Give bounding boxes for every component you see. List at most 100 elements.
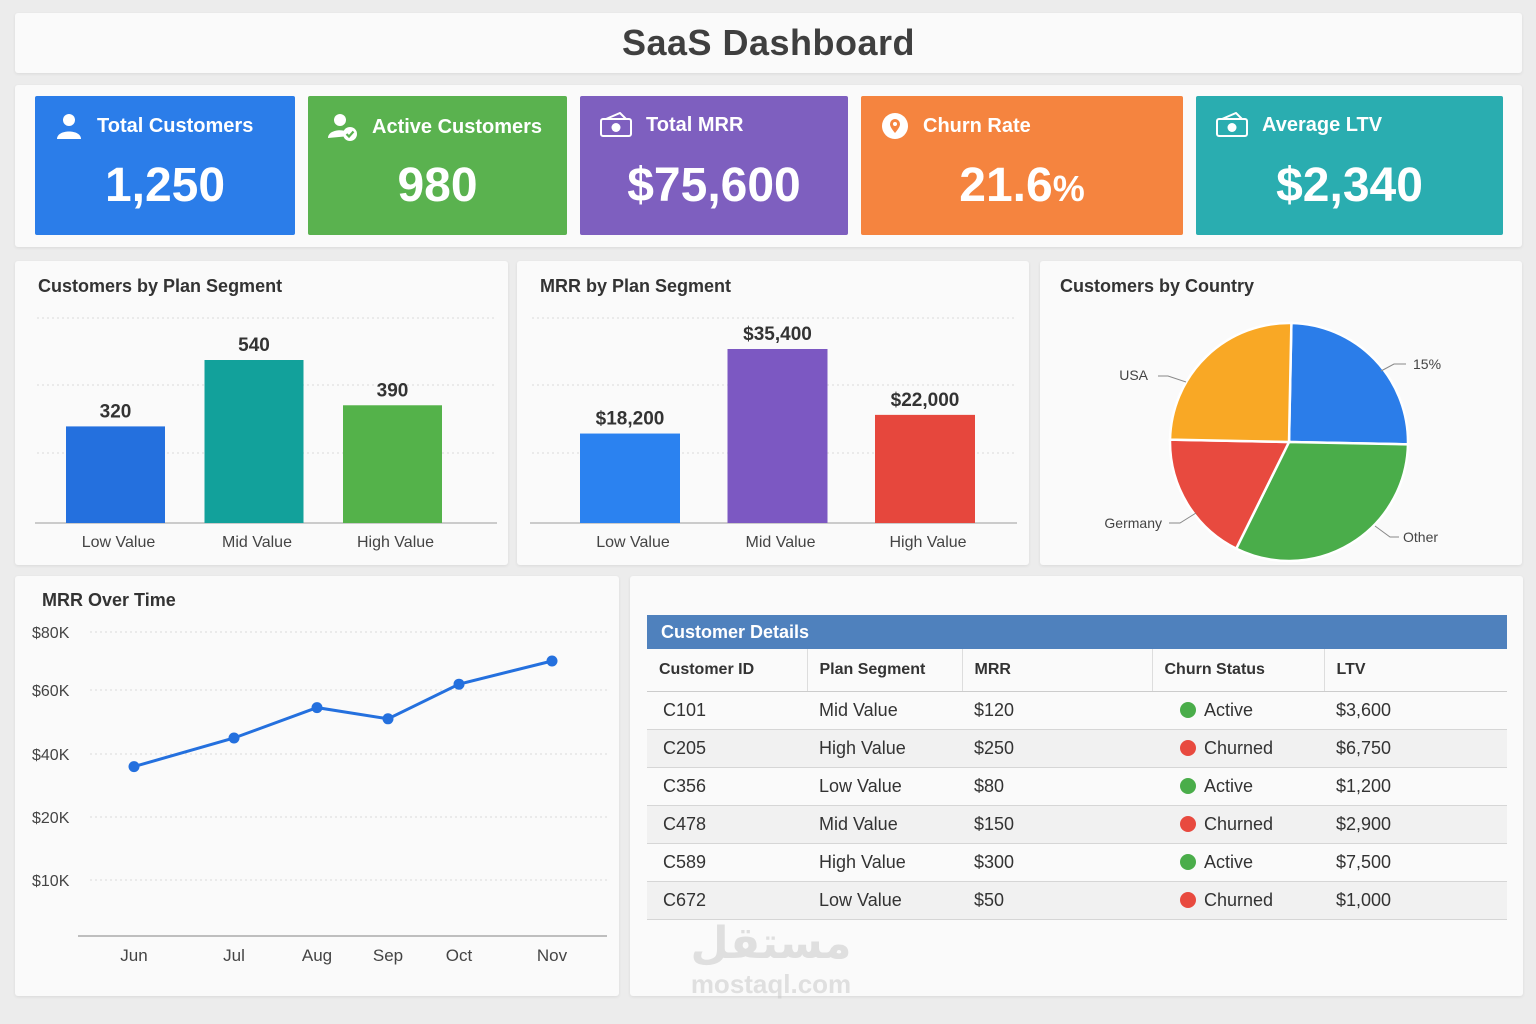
cell-ltv: $2,900 bbox=[1324, 805, 1507, 844]
chart-title: MRR by Plan Segment bbox=[540, 276, 732, 296]
data-label: 390 bbox=[377, 380, 409, 401]
x-tick-label: Low Value bbox=[596, 534, 670, 551]
mrr-by-plan-panel: MRR by Plan Segment $18,200 Low Value $35,… bbox=[517, 261, 1029, 565]
status-label: Active bbox=[1204, 851, 1254, 872]
cell-customer-id: C356 bbox=[647, 767, 807, 806]
kpi-churn-rate: Churn Rate 21.6% bbox=[861, 96, 1183, 235]
pie-label: 15% bbox=[1413, 356, 1441, 372]
kpi-value: $75,600 bbox=[627, 159, 801, 212]
cell-plan-segment: High Value bbox=[807, 843, 962, 882]
data-label: 540 bbox=[238, 335, 270, 356]
status-dot-icon bbox=[1180, 815, 1196, 832]
pie-slice bbox=[1234, 440, 1410, 563]
page-title: SaaS Dashboard bbox=[621, 22, 916, 63]
kpi-total-mrr: Total MRR $75,600 bbox=[580, 96, 848, 235]
bar bbox=[580, 433, 680, 523]
customer-table: Customer ID Plan Segment MRR Churn Statu… bbox=[647, 649, 1507, 920]
x-tick-label: Mid Value bbox=[746, 534, 816, 551]
cell-churn-status: Churned bbox=[1152, 805, 1324, 844]
x-tick-label: Jun bbox=[120, 946, 147, 965]
kpi-average-ltv: Average LTV $2,340 bbox=[1196, 96, 1503, 235]
mrr-over-time-panel: MRR Over Time $80K $60K $40K $20K $10K Jun Jul… bbox=[15, 576, 619, 996]
x-tick-label: Low Value bbox=[82, 534, 156, 551]
cell-mrr: $300 bbox=[962, 843, 1152, 882]
chart-title: Customers by Plan Segment bbox=[38, 276, 283, 296]
data-point bbox=[453, 678, 465, 690]
status-dot-icon bbox=[1180, 777, 1196, 794]
chart-title: Customers by Country bbox=[1060, 276, 1255, 296]
bar bbox=[727, 349, 828, 523]
cell-ltv: $3,600 bbox=[1324, 691, 1507, 730]
bar bbox=[343, 405, 442, 523]
pie-leader-line bbox=[1169, 512, 1197, 524]
mrr-over-time-chart: $80K $60K $40K $20K $10K Jun Jul Aug Sep Oct Nov bbox=[32, 625, 607, 965]
kpi-value: 980 bbox=[397, 159, 478, 212]
column-header[interactable]: Churn Status bbox=[1152, 649, 1325, 692]
data-point bbox=[128, 761, 140, 773]
cell-churn-status: Active bbox=[1152, 691, 1324, 730]
x-tick-label: Aug bbox=[302, 946, 332, 965]
kpi-total-customers: Total Customers 1,250 bbox=[35, 96, 295, 235]
kpi-active-customers: Active Customers 980 bbox=[308, 96, 567, 235]
table-row[interactable]: C589 High Value $300 Active $7,500 bbox=[647, 843, 1507, 882]
status-dot-icon bbox=[1180, 853, 1196, 870]
data-label: $22,000 bbox=[891, 390, 960, 411]
status-label: Churned bbox=[1204, 813, 1274, 834]
status-label: Churned bbox=[1204, 737, 1274, 758]
pie-slice bbox=[1287, 321, 1410, 446]
x-tick-label: Oct bbox=[446, 946, 473, 965]
bar bbox=[204, 360, 304, 523]
bar bbox=[875, 414, 975, 523]
cash-icon bbox=[1216, 112, 1248, 138]
cell-mrr: $150 bbox=[962, 805, 1152, 844]
user-check-icon bbox=[328, 112, 358, 142]
location-pin-icon bbox=[881, 112, 909, 140]
cell-ltv: $7,500 bbox=[1324, 843, 1507, 882]
status-label: Active bbox=[1204, 775, 1254, 796]
watermark: مستقل mostaql.com bbox=[676, 918, 866, 1000]
column-header[interactable]: Customer ID bbox=[647, 649, 808, 692]
kpi-value: 21.6% bbox=[861, 158, 1183, 213]
pie-label: Germany bbox=[1104, 515, 1162, 531]
table-row[interactable]: C356 Low Value $80 Active $1,200 bbox=[647, 767, 1507, 806]
cell-customer-id: C672 bbox=[647, 881, 807, 920]
table-row[interactable]: C478 Mid Value $150 Churned $2,900 bbox=[647, 805, 1507, 844]
data-point bbox=[546, 655, 558, 667]
table-title: Customer Details bbox=[647, 615, 1507, 649]
customers-by-country-chart: USA 15% Germany Other bbox=[1104, 321, 1441, 563]
column-header[interactable]: MRR bbox=[962, 649, 1153, 692]
y-tick-label: $60K bbox=[32, 683, 70, 700]
table-row[interactable]: C672 Low Value $50 Churned $1,000 bbox=[647, 881, 1507, 920]
data-point bbox=[228, 732, 240, 744]
y-tick-label: $40K bbox=[32, 747, 70, 764]
data-label: $35,400 bbox=[743, 324, 812, 345]
pie-leader-line bbox=[1158, 375, 1187, 383]
pie-leader-line bbox=[1380, 363, 1406, 372]
y-tick-label: $80K bbox=[32, 625, 70, 642]
status-dot-icon bbox=[1180, 701, 1196, 718]
kpi-label: Average LTV bbox=[1262, 113, 1383, 136]
status-label: Churned bbox=[1204, 889, 1274, 910]
column-header[interactable]: LTV bbox=[1324, 649, 1507, 692]
table-row[interactable]: C205 High Value $250 Churned $6,750 bbox=[647, 729, 1507, 768]
table-row[interactable]: C101 Mid Value $120 Active $3,600 bbox=[647, 691, 1507, 730]
pie-slice bbox=[1168, 438, 1291, 551]
cell-churn-status: Churned bbox=[1152, 881, 1324, 920]
table-header-row: Customer ID Plan Segment MRR Churn Statu… bbox=[647, 649, 1507, 692]
kpi-value: $2,340 bbox=[1276, 159, 1423, 212]
customers-by-country-panel: Customers by Country USA 15% Germany Other bbox=[1040, 261, 1522, 565]
customer-details-panel: Customer Details Customer ID Plan Segmen… bbox=[630, 576, 1523, 996]
header-bar: SaaS Dashboard bbox=[15, 13, 1522, 73]
kpi-number: 21.6 bbox=[959, 159, 1053, 212]
cell-plan-segment: Low Value bbox=[807, 767, 962, 806]
column-header[interactable]: Plan Segment bbox=[807, 649, 963, 692]
cell-customer-id: C101 bbox=[647, 691, 807, 730]
cell-customer-id: C205 bbox=[647, 729, 807, 768]
pie-slice bbox=[1168, 321, 1293, 444]
cell-mrr: $250 bbox=[962, 729, 1152, 768]
user-icon bbox=[55, 112, 83, 140]
cell-ltv: $6,750 bbox=[1324, 729, 1507, 768]
bar bbox=[66, 426, 165, 523]
cell-churn-status: Active bbox=[1152, 843, 1324, 882]
pie-label: Other bbox=[1403, 529, 1438, 545]
